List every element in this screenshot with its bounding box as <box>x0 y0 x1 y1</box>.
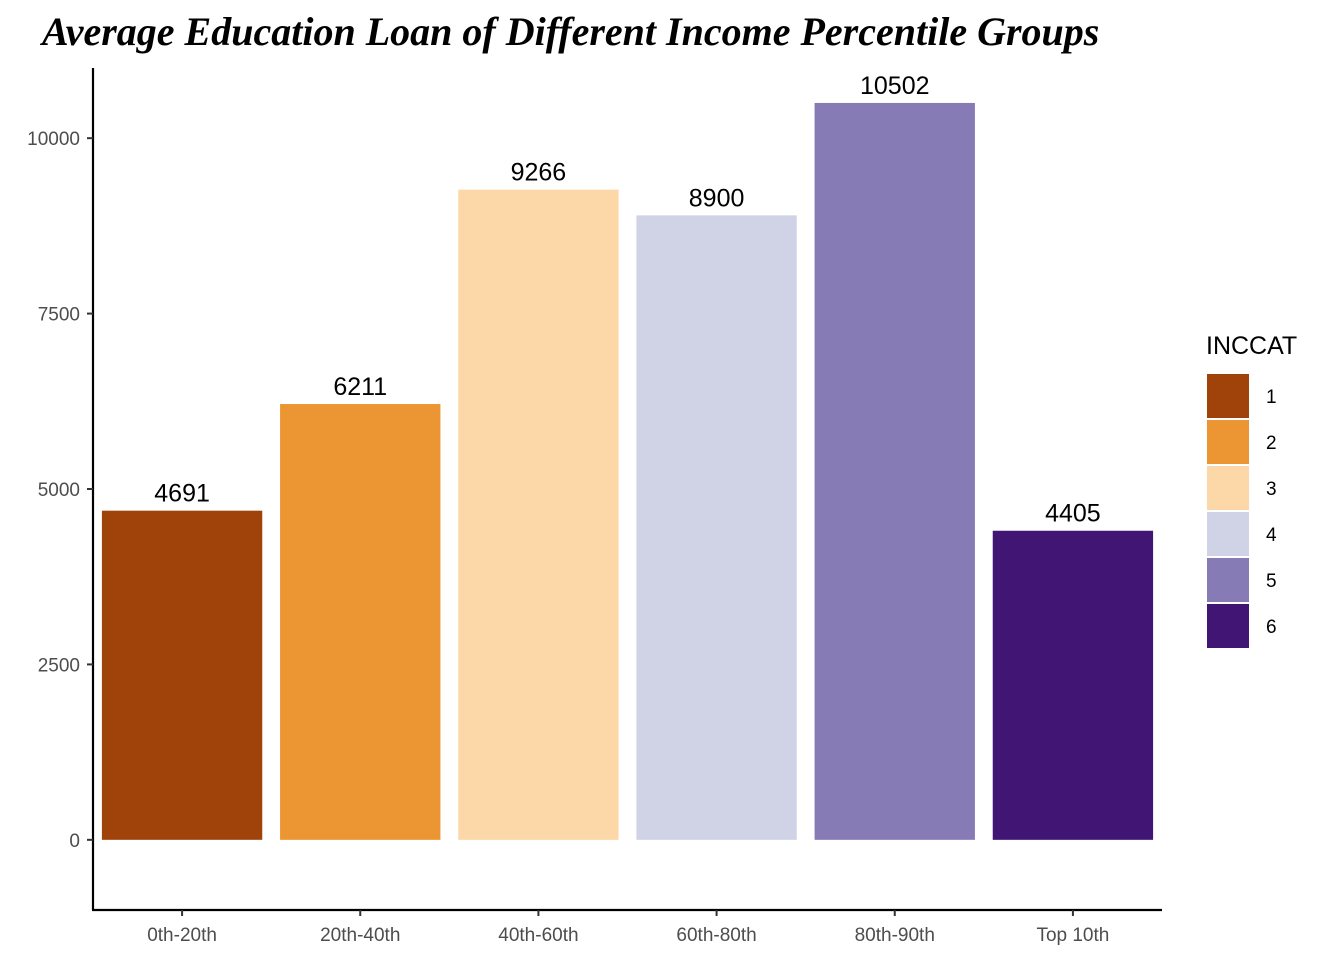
y-tick-label: 10000 <box>27 129 80 150</box>
legend-swatch <box>1205 510 1251 558</box>
legend-label: 3 <box>1266 479 1277 500</box>
x-tick-label: 40th-60th <box>498 925 578 946</box>
bar <box>636 215 797 840</box>
legend: INCCAT 1 2 3 4 5 6 <box>1205 332 1297 650</box>
y-tick-label: 5000 <box>38 480 80 501</box>
legend-swatch <box>1205 602 1251 650</box>
y-tick-label: 0 <box>69 831 80 852</box>
bar-value-label: 4405 <box>1045 500 1101 528</box>
x-tick-label: 0th-20th <box>147 925 217 946</box>
bar-value-label: 10502 <box>860 72 930 100</box>
legend-swatch <box>1205 372 1251 420</box>
x-tick-label: 60th-80th <box>676 925 756 946</box>
y-tick-label: 7500 <box>38 305 80 326</box>
legend-label: 6 <box>1266 617 1277 638</box>
bar <box>101 510 263 840</box>
bar-value-label: 9266 <box>511 159 567 187</box>
bar <box>992 530 1154 840</box>
bar-value-label: 6211 <box>333 373 387 401</box>
y-tick-label: 2500 <box>38 655 80 676</box>
legend-swatch <box>1205 464 1251 512</box>
legend-label: 4 <box>1266 525 1277 546</box>
legend-label: 5 <box>1266 571 1277 592</box>
x-tick-label: Top 10th <box>1036 925 1109 946</box>
bar-value-label: 8900 <box>689 184 745 212</box>
bar-value-label: 4691 <box>154 480 210 508</box>
x-tick-label: 80th-90th <box>855 925 935 946</box>
legend-swatch <box>1205 556 1251 604</box>
x-tick-label: 20th-40th <box>320 925 400 946</box>
plot-area: 4691 6211 9266 8900 10502 4405 <box>101 72 1154 840</box>
legend-label: 2 <box>1266 433 1277 454</box>
legend-label: 1 <box>1266 387 1277 408</box>
legend-swatch <box>1205 418 1251 466</box>
legend-title: INCCAT <box>1206 332 1297 360</box>
bar <box>458 189 619 840</box>
chart-title: Average Education Loan of Different Inco… <box>39 9 1099 54</box>
bar <box>280 404 441 840</box>
bar <box>814 102 975 840</box>
